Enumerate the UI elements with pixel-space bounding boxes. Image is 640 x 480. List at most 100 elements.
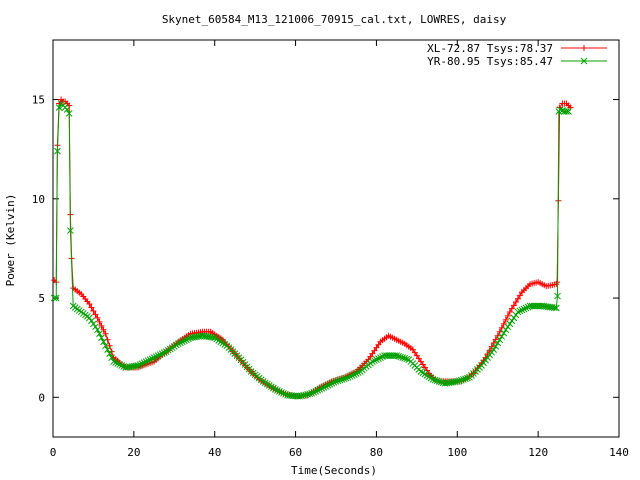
data-point (508, 317, 516, 325)
data-point (55, 104, 63, 111)
data-point (401, 354, 409, 362)
data-point (500, 329, 508, 337)
data-point (179, 338, 186, 346)
data-point (506, 308, 513, 315)
data-point (399, 354, 407, 361)
data-point (306, 390, 314, 398)
data-point (86, 314, 93, 322)
data-point (508, 305, 515, 312)
data-point (334, 377, 342, 385)
data-point (296, 392, 303, 400)
data-point (102, 342, 109, 350)
data-point (451, 378, 459, 386)
data-point (96, 330, 103, 338)
data-point (316, 386, 324, 393)
data-point (142, 358, 150, 365)
data-point (492, 342, 500, 350)
data-point (326, 381, 334, 388)
data-point (94, 314, 101, 321)
data-point (455, 377, 463, 385)
x-tick-label: 140 (609, 446, 629, 459)
data-point (395, 352, 403, 360)
data-point (462, 375, 469, 383)
data-point (369, 358, 376, 365)
data-point (512, 299, 519, 306)
data-point (506, 320, 514, 328)
data-point (144, 357, 152, 364)
data-point (459, 376, 467, 383)
data-point (433, 377, 441, 385)
data-point (552, 304, 560, 312)
data-point (557, 106, 564, 113)
data-point (300, 391, 308, 399)
x-tick-label: 100 (447, 446, 467, 459)
y-tick-label: 10 (32, 193, 45, 206)
x-tick-label: 40 (208, 446, 221, 459)
data-point (494, 339, 502, 347)
data-point (146, 356, 154, 363)
data-point (136, 361, 144, 368)
data-point (86, 301, 93, 308)
data-point (496, 336, 504, 344)
data-point (379, 353, 386, 360)
series-1 (50, 100, 572, 400)
data-point (90, 307, 97, 314)
data-point (282, 390, 289, 398)
legend-label-yr: YR-80.95 Tsys:85.47 (427, 55, 553, 68)
data-point (490, 346, 498, 354)
data-point (375, 355, 382, 362)
data-point (114, 360, 122, 367)
data-point (352, 370, 360, 377)
data-point (52, 294, 60, 302)
data-point (437, 378, 445, 386)
data-point (550, 304, 558, 312)
data-point (397, 353, 405, 361)
data-point (464, 374, 471, 382)
data-point (393, 352, 400, 359)
legend-label-xl: XL-72.87 Tsys:78.37 (427, 42, 553, 55)
data-point (336, 376, 344, 384)
data-point (92, 323, 99, 331)
data-point (181, 337, 188, 345)
data-point (274, 386, 281, 394)
data-point (158, 350, 166, 357)
legend-marker (581, 45, 587, 51)
data-point (108, 354, 115, 361)
series-line (53, 98, 571, 397)
x-axis-label: Time(Seconds) (291, 464, 377, 477)
data-point (278, 388, 285, 396)
data-point (342, 374, 350, 382)
data-point (516, 307, 524, 315)
data-point (429, 376, 437, 383)
data-point (152, 353, 160, 360)
data-point (304, 390, 312, 398)
data-point (522, 304, 530, 312)
data-point (50, 294, 58, 302)
data-point (106, 350, 113, 357)
data-point (185, 335, 192, 343)
x-tick-label: 60 (289, 446, 302, 459)
x-tick-label: 80 (370, 446, 383, 459)
x-tick-label: 20 (127, 446, 140, 459)
data-point (138, 360, 146, 367)
legend: XL-72.87 Tsys:78.37 YR-80.95 Tsys:85.47 (427, 42, 607, 68)
data-point (431, 376, 439, 384)
data-point (565, 108, 572, 115)
data-point (520, 305, 528, 313)
data-point (377, 354, 384, 361)
data-point (174, 340, 182, 348)
data-point (338, 376, 346, 383)
data-point (488, 343, 495, 350)
data-point (490, 340, 497, 347)
plot-frame (52, 39, 620, 438)
data-point (65, 110, 73, 117)
data-point (150, 354, 158, 361)
data-point (100, 338, 107, 346)
data-point (280, 389, 287, 397)
data-point (502, 326, 510, 334)
x-tick-label: 120 (528, 446, 548, 459)
data-point (176, 339, 184, 347)
data-point (510, 302, 517, 309)
data-point (524, 303, 532, 311)
data-point (88, 317, 95, 325)
